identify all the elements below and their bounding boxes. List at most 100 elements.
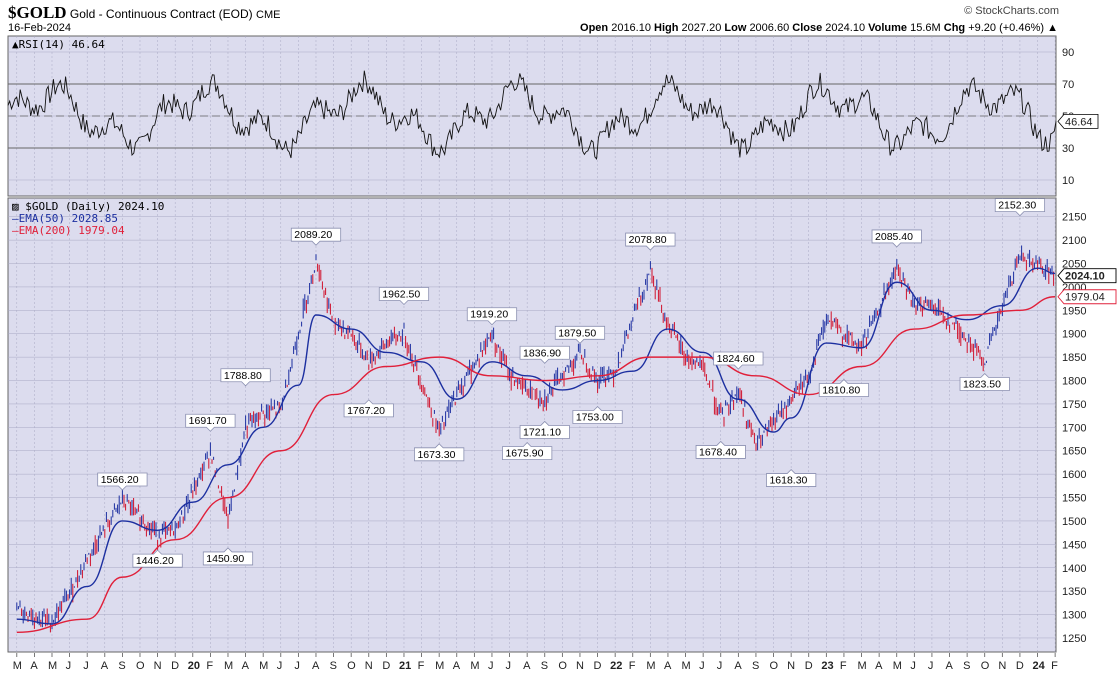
price-tick-label: 1750: [1062, 399, 1086, 411]
annotation-callout: [766, 469, 817, 487]
price-last-value-label: 1979.04: [1065, 292, 1105, 304]
price-tick-label: 2100: [1062, 235, 1086, 247]
annotation-label: 1753.00: [576, 412, 614, 424]
price-annotation: 1673.30: [414, 443, 465, 462]
x-tick-label: A: [312, 660, 320, 672]
x-tick-label: A: [875, 660, 883, 672]
annotation-label: 1879.50: [558, 327, 596, 339]
ema50-line: [16, 267, 1056, 625]
price-annotation: 2078.80: [625, 232, 676, 251]
chg-up-arrow-icon: ▲: [1047, 22, 1058, 34]
annotation-callout: [695, 440, 746, 459]
annotation-callout: [414, 443, 465, 462]
price-tick-label: 1250: [1062, 633, 1086, 645]
x-tick-label: D: [805, 660, 813, 672]
x-tick-label: F: [840, 660, 847, 672]
chg-value: +9.20 (+0.46%): [968, 22, 1045, 34]
price-panel-background: [7, 197, 1057, 653]
annotation-callout: [202, 547, 254, 566]
annotation-callout: [554, 325, 606, 344]
x-tick-label: J: [277, 660, 283, 672]
x-tick-label: J: [717, 660, 723, 672]
price-tick-label: 1400: [1062, 563, 1086, 575]
rsi-line: [7, 70, 1057, 161]
price-annotation: 1823.50: [959, 372, 1010, 391]
annotation-label: 1678.40: [699, 446, 737, 458]
x-tick-label: A: [734, 660, 742, 672]
x-tick-label: A: [242, 660, 250, 672]
ohlc-summary: Open 2016.10 High 2027.20 Low 2006.60 Cl…: [580, 22, 1058, 34]
symbol: $GOLD: [8, 3, 67, 22]
x-tick-label: O: [558, 660, 567, 672]
copyright: © StockCharts.com: [964, 5, 1059, 17]
x-tick-label: N: [787, 660, 795, 672]
rsi-last-value-tag: [1057, 113, 1099, 129]
price-tick-label: 2150: [1062, 212, 1086, 224]
annotation-callout: [572, 405, 623, 424]
price-annotation: 2085.40: [871, 229, 922, 248]
price-tick-label: 1600: [1062, 469, 1086, 481]
rsi-tick-label: 90: [1062, 47, 1074, 59]
x-tick-label: F: [206, 660, 213, 672]
price-tick-label: 1850: [1062, 352, 1086, 364]
x-tick-label: J: [910, 660, 916, 672]
x-tick-label: A: [453, 660, 461, 672]
x-tick-label: 23: [821, 660, 833, 672]
annotation-callout: [994, 198, 1046, 217]
chg-label: Chg: [943, 22, 966, 34]
price-tick-label: 1300: [1062, 610, 1086, 622]
annotation-label: 1691.70: [189, 415, 227, 427]
annotation-label: 1810.80: [822, 384, 860, 396]
annotation-label: 1675.90: [505, 448, 543, 460]
annotation-callout: [625, 232, 676, 251]
price-last-value-label: 2024.10: [1065, 271, 1105, 283]
annotation-callout: [466, 307, 518, 326]
annotation-label: 1788.80: [224, 370, 262, 382]
x-tick-label: N: [576, 660, 584, 672]
annotation-label: 1962.50: [382, 288, 420, 300]
annotation-callout: [519, 345, 570, 364]
x-tick-label: J: [66, 660, 72, 672]
price-last-value-tag: [1057, 268, 1117, 284]
price-annotation: 1450.90: [202, 547, 254, 566]
x-tick-label: J: [699, 660, 705, 672]
annotation-label: 1919.20: [470, 309, 508, 321]
x-tick-label: M: [858, 660, 867, 672]
price-annotation: 1962.50: [378, 287, 430, 306]
price-tick-label: 1650: [1062, 446, 1086, 458]
x-tick-label: D: [1016, 660, 1024, 672]
annotation-callout: [97, 472, 148, 491]
price-tick-label: 1500: [1062, 516, 1086, 528]
price-annotation: 1691.70: [185, 413, 236, 432]
x-tick-label: M: [259, 660, 268, 672]
price-tick-label: 1550: [1062, 493, 1086, 505]
price-annotation: 1810.80: [818, 378, 870, 397]
x-tick-label: 22: [610, 660, 622, 672]
price-annotation: 1767.20: [343, 399, 394, 418]
exchange: CME: [256, 9, 281, 21]
volume-label: Volume: [868, 22, 908, 34]
x-tick-label: D: [382, 660, 390, 672]
annotation-label: 1618.30: [769, 475, 807, 487]
annotation-callout: [713, 351, 764, 370]
price-annotation: 1788.80: [220, 368, 271, 387]
chart-date: 16-Feb-2024: [8, 22, 71, 34]
annotation-label: 1721.10: [523, 426, 561, 438]
high-value: 2027.20: [681, 22, 722, 34]
low-value: 2006.60: [749, 22, 790, 34]
price-last-value-tag: [1057, 289, 1117, 305]
symbol-description: Gold - Continuous Contract (EOD): [69, 7, 253, 21]
x-tick-label: A: [946, 660, 954, 672]
x-tick-label: M: [435, 660, 444, 672]
x-tick-label: 24: [1033, 660, 1046, 672]
x-axis: M A M J J A S O N D 20 F M A M J J A S O N D 21 F M A M J J A S O N D 22 F M…: [13, 653, 1058, 672]
annotation-callout: [220, 368, 271, 387]
x-tick-label: M: [48, 660, 57, 672]
annotation-label: 2089.20: [294, 229, 332, 241]
price-annotation: 2089.20: [290, 227, 342, 246]
rsi-tick-label: 30: [1062, 143, 1074, 155]
price-annotation: 2152.30: [994, 198, 1046, 217]
rsi-legend: ▲RSI(14) 46.64: [12, 38, 105, 51]
price-annotation: 1879.50: [554, 325, 606, 344]
